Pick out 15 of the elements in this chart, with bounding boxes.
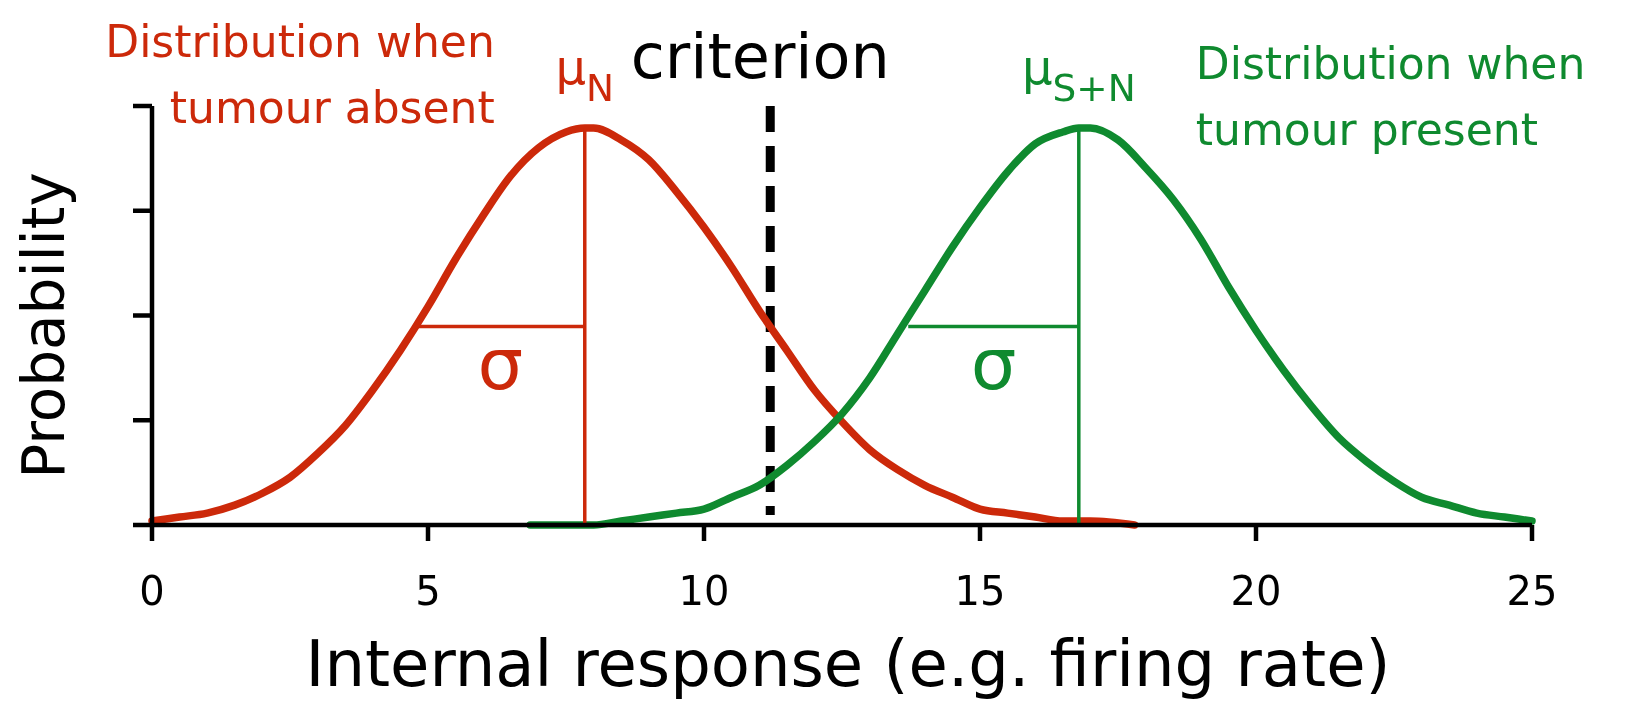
x-tick-label: 0 <box>139 568 165 614</box>
series-label: Distribution when tumour absent <box>105 16 495 133</box>
series-label: σ <box>970 321 1017 406</box>
x-tick-label: 25 <box>1506 568 1558 614</box>
x-tick-label: 20 <box>1230 568 1282 614</box>
ref-line-label: criterion <box>630 20 890 93</box>
y-axis-title: Probability <box>10 172 78 479</box>
series-label: σ <box>477 321 524 406</box>
x-tick-label: 15 <box>954 568 1006 614</box>
series-label: μ$_{N}$ <box>555 39 615 110</box>
x-tick-label: 5 <box>415 568 441 614</box>
x-axis-title: Internal response (e.g. firing rate) <box>305 627 1391 701</box>
x-tick-label: 10 <box>678 568 730 614</box>
series-label: Distribution when tumour present <box>1195 38 1586 155</box>
series-label: μ$_{S+N}$ <box>1021 39 1136 110</box>
